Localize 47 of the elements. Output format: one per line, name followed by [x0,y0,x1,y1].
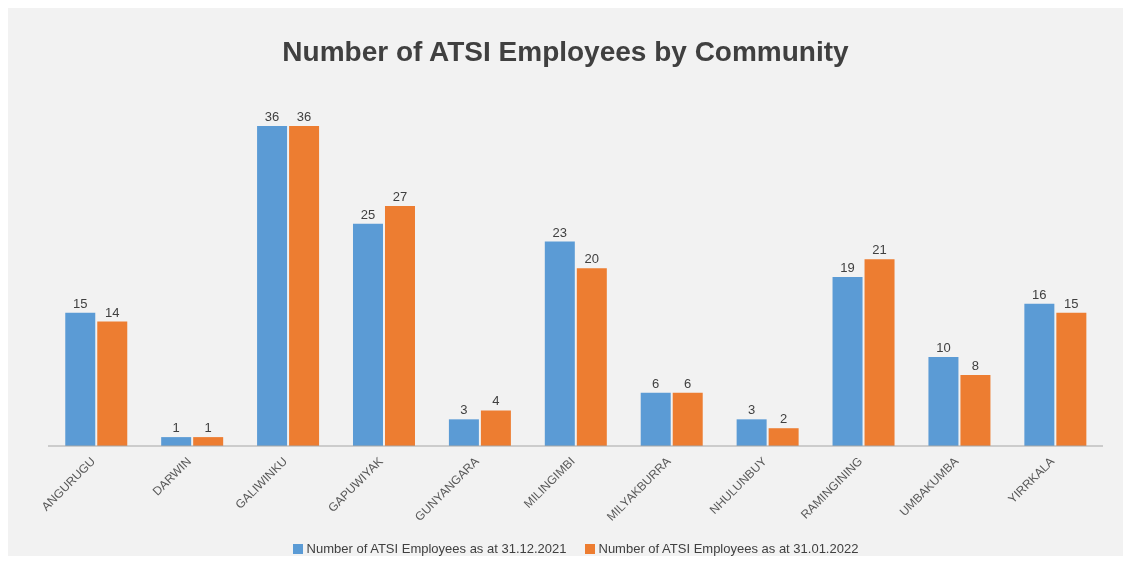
bar [193,437,224,446]
bar [928,357,959,446]
bar [576,268,607,446]
bar [65,312,96,446]
data-label: 8 [971,357,980,373]
data-label: 6 [684,375,692,391]
bar [161,437,192,446]
bar [960,374,991,446]
legend-label: Number of ATSI Employees as at 31.12.2021 [305,541,567,556]
bar [352,223,383,446]
data-label: 6 [652,375,660,391]
data-label: 36 [264,109,280,124]
bar [672,392,703,446]
bar [544,241,575,446]
bar [768,428,799,446]
data-label: 20 [584,251,600,267]
bar [480,410,511,446]
data-label: 27 [392,189,408,204]
data-label: 19 [840,260,855,276]
bar [736,419,767,446]
bar [448,419,479,446]
legend-label: Number of ATSI Employees as at 31.01.2022 [597,541,859,556]
data-label: 3 [748,402,756,418]
data-label: 10 [936,340,951,356]
data-label: 4 [492,393,500,409]
data-label: 1 [204,420,212,436]
data-label: 36 [296,109,312,124]
bar [1056,312,1087,446]
chart-title: Number of ATSI Employees by Community [281,35,850,69]
data-label: 25 [360,206,376,222]
bar [1024,303,1055,446]
bar [384,206,415,446]
data-label: 23 [552,224,568,240]
bar [864,259,895,446]
bar [832,277,863,446]
data-label: 16 [1032,286,1047,302]
data-label: 15 [1064,295,1079,311]
data-label: 14 [105,304,120,320]
bar [257,126,288,446]
bar [289,126,320,446]
data-label: 15 [73,295,88,311]
data-label: 2 [780,411,788,427]
bar [640,392,671,446]
data-label: 21 [872,242,887,258]
data-label: 1 [172,420,180,436]
data-label: 3 [460,402,468,418]
bar [97,321,128,446]
